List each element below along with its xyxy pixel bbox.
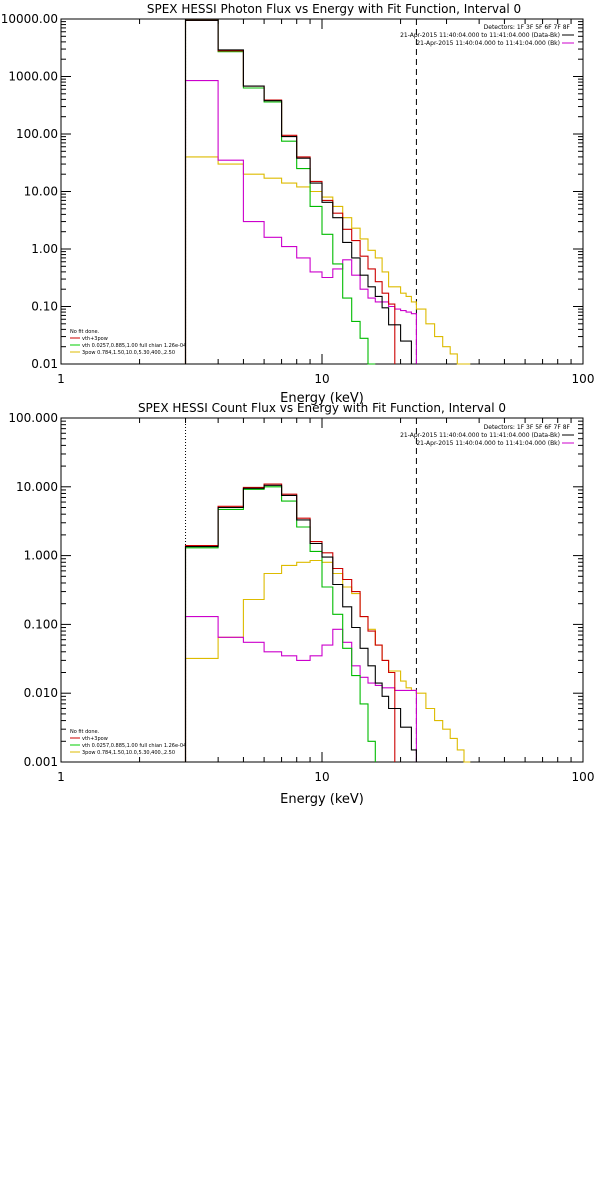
series-pow <box>184 156 471 365</box>
y-tick-label: 0.10 <box>31 300 58 314</box>
axis-ticks: 1 10 100 10000.00 1000.00 100.00 10.00 1.00 0.10… <box>1 12 595 386</box>
y-tick-label: 100.00 <box>16 127 58 141</box>
y-tick-label: 10.00 <box>24 185 58 199</box>
legend-top: Detectors: 1F 3F 5F 6F 7F 8F 21-Apr-2015… <box>400 24 574 47</box>
legend-pow: 3pow 0.784,1.50,10.0,5.30,400.,2.50 <box>82 350 175 356</box>
legend-bk-interval: 21-Apr-2015 11:40:04.000 to 11:41:04.000… <box>416 40 560 47</box>
x-axis-label: Energy (keV) <box>280 792 364 807</box>
x-tick-label: 10 <box>314 372 329 386</box>
y-tick-label: 100.000 <box>8 411 58 425</box>
legend-bottom: No fit done. vth+3pow vth 0.0257,0.885,1… <box>70 329 186 356</box>
x-tick-label: 1 <box>57 770 65 784</box>
legend-pow: 3pow 0.784,1.50,10.0,5.30,400.,2.50 <box>82 750 175 756</box>
x-tick-label: 100 <box>572 770 595 784</box>
legend-bk-interval: 21-Apr-2015 11:40:04.000 to 11:41:04.000… <box>416 440 560 447</box>
legend-vth: vth 0.0257,0.885,1.00 full chian 1.26e-0… <box>82 343 186 349</box>
chart-title: SPEX HESSI Count Flux vs Energy with Fit… <box>138 401 506 415</box>
chart-marks <box>184 19 471 365</box>
count-flux-chart: SPEX HESSI Count Flux vs Energy with Fit… <box>8 401 594 807</box>
legend-data-interval: 21-Apr-2015 11:40:04.000 to 11:41:04.000… <box>400 432 560 439</box>
legend-total: vth+3pow <box>82 336 108 342</box>
series-bk <box>184 80 417 364</box>
series-vth <box>184 19 376 365</box>
legend-top: Detectors: 1F 3F 5F 6F 7F 8F 21-Apr-2015… <box>400 424 574 447</box>
y-tick-label: 10.000 <box>16 480 58 494</box>
x-axis-label: Energy (keV) <box>280 391 364 406</box>
y-tick-label: 0.01 <box>31 357 58 371</box>
legend-fit-status: No fit done. <box>70 329 100 335</box>
series-pow <box>184 559 471 763</box>
legend-detectors: Detectors: 1F 3F 5F 6F 7F 8F <box>484 24 571 31</box>
legend-bottom: No fit done. vth+3pow vth 0.0257,0.885,1… <box>70 729 186 756</box>
series-data <box>184 19 417 365</box>
series-total <box>184 19 396 364</box>
y-tick-label: 0.001 <box>24 755 58 769</box>
legend-data-interval: 21-Apr-2015 11:40:04.000 to 11:41:04.000… <box>400 32 560 39</box>
legend-vth: vth 0.0257,0.885,1.00 full chian 1.26e-0… <box>82 743 186 749</box>
legend-total: vth+3pow <box>82 736 108 742</box>
y-tick-label: 1000.00 <box>8 70 58 84</box>
plot-frame <box>60 417 584 763</box>
y-tick-label: 0.010 <box>24 686 58 700</box>
x-tick-label: 1 <box>57 372 65 386</box>
y-tick-label: 0.100 <box>24 617 58 631</box>
photon-flux-chart: SPEX HESSI Photon Flux vs Energy with Fi… <box>1 2 595 406</box>
x-tick-label: 10 <box>314 770 329 784</box>
chart-title: SPEX HESSI Photon Flux vs Energy with Fi… <box>147 2 521 16</box>
series-total <box>184 483 396 762</box>
y-tick-label: 10000.00 <box>1 12 58 26</box>
legend-detectors: Detectors: 1F 3F 5F 6F 7F 8F <box>484 424 571 431</box>
y-tick-label: 1.000 <box>24 549 58 563</box>
chart-marks <box>184 418 471 763</box>
axis-ticks: 1 10 100 100.000 10.000 1.000 0.100 0.010 0.001 <box>8 411 594 784</box>
x-tick-label: 100 <box>572 372 595 386</box>
y-tick-label: 1.00 <box>31 242 58 256</box>
series-vth <box>184 486 376 762</box>
legend-fit-status: No fit done. <box>70 729 100 735</box>
series-data <box>184 484 417 762</box>
